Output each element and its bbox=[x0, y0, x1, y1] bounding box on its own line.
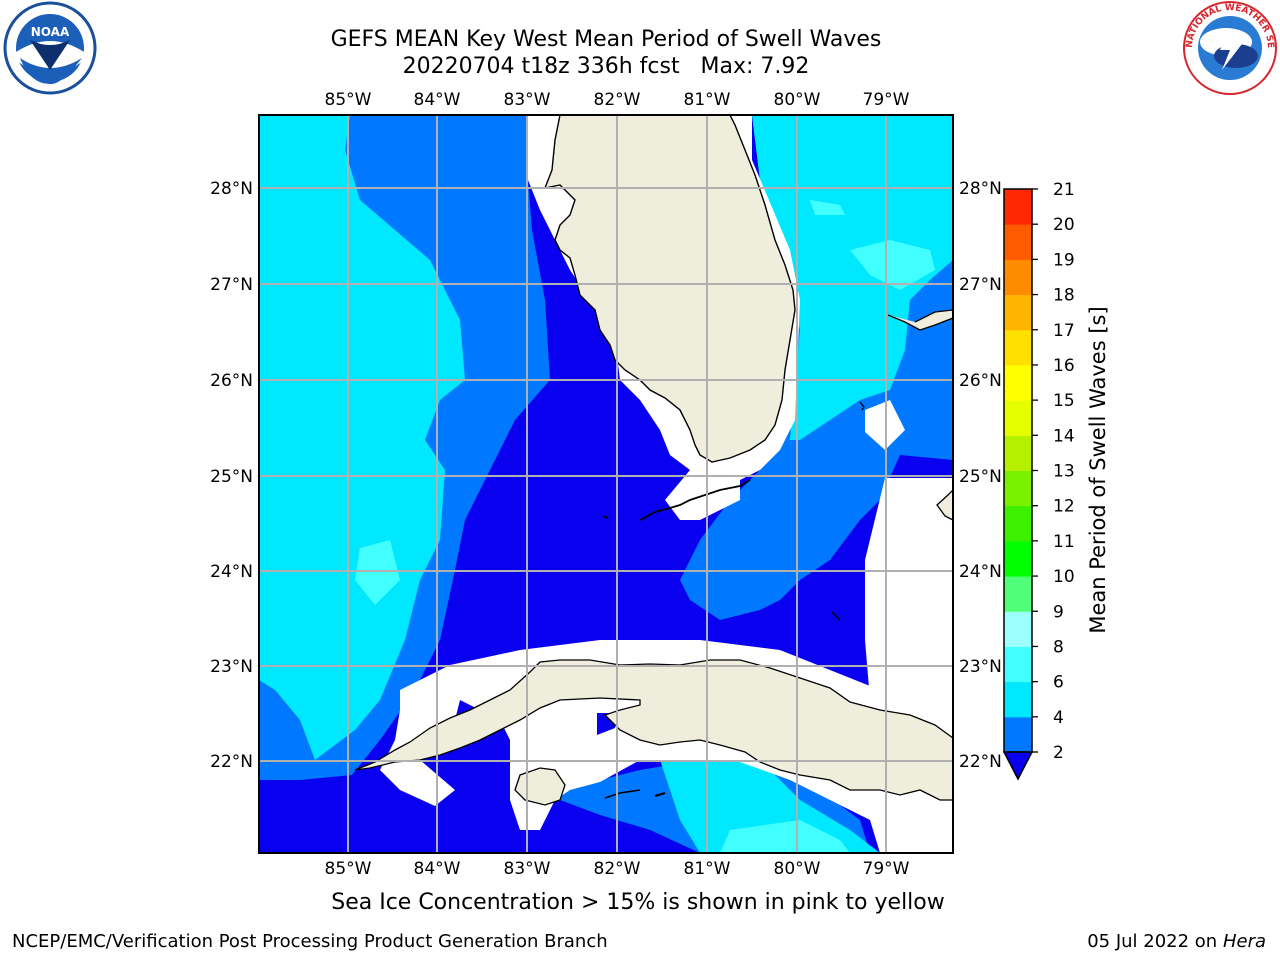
colorbar-tick-label: 4 bbox=[1053, 708, 1064, 728]
colorbar-segment bbox=[1004, 505, 1032, 542]
title-line-1: GEFS MEAN Key West Mean Period of Swell … bbox=[330, 27, 882, 52]
colorbar-tick-label: 15 bbox=[1053, 391, 1075, 411]
colorbar-segment bbox=[1004, 470, 1032, 507]
contour-band-cyan-east bbox=[752, 115, 953, 440]
colorbar-tick-label: 9 bbox=[1053, 602, 1064, 622]
footer-credit: NCEP/EMC/Verification Post Processing Pr… bbox=[12, 931, 608, 952]
map-frame bbox=[258, 114, 954, 854]
colorbar-segment bbox=[1004, 259, 1032, 296]
land-grand-bahama bbox=[887, 309, 953, 331]
colorbar-segment bbox=[1004, 294, 1032, 331]
coastline-dry-tortugas bbox=[602, 515, 609, 519]
lon-label-top: 82°W bbox=[594, 90, 641, 110]
colorbar-tick-label: 12 bbox=[1053, 497, 1075, 517]
coastline-bimini bbox=[859, 401, 865, 411]
colorbar-tick-label: 20 bbox=[1053, 215, 1075, 235]
colorbar-extend-triangle bbox=[1002, 751, 1034, 781]
colorbar-segment bbox=[1004, 681, 1032, 718]
lat-label-left: 22°N bbox=[210, 752, 253, 772]
lon-label-top: 80°W bbox=[774, 90, 821, 110]
lon-label-top: 83°W bbox=[504, 90, 551, 110]
colorbar-tick-label: 16 bbox=[1053, 356, 1075, 376]
lat-label-right: 28°N bbox=[959, 179, 1002, 199]
lon-label-top: 84°W bbox=[414, 90, 461, 110]
colorbar-tick-label: 6 bbox=[1053, 673, 1064, 693]
colorbar-segment bbox=[1004, 189, 1032, 225]
colorbar-segment bbox=[1004, 400, 1032, 436]
lon-label-bottom: 85°W bbox=[325, 859, 372, 879]
colorbar: 2 4 6 8 9 10 11 12 13 14 15 16 17 18 19 20 21 bbox=[1002, 180, 1075, 781]
noaa-logo-text: NOAA bbox=[31, 25, 70, 39]
lat-labels-left: 28°N 27°N 26°N 25°N 24°N 23°N 22°N bbox=[210, 179, 253, 772]
lon-label-top: 79°W bbox=[863, 90, 910, 110]
land-florida bbox=[543, 115, 796, 463]
footer-date-text: 05 Jul 2022 on bbox=[1087, 931, 1223, 952]
colorbar-tick-label: 17 bbox=[1053, 321, 1075, 341]
land-andros bbox=[936, 489, 953, 521]
lat-label-right: 22°N bbox=[959, 752, 1002, 772]
lat-label-left: 28°N bbox=[210, 179, 253, 199]
lon-labels-bottom: 85°W 84°W 83°W 82°W 81°W 80°W 79°W bbox=[325, 859, 910, 879]
colorbar-segment bbox=[1004, 329, 1032, 366]
contour-band-light-cyan-east bbox=[810, 200, 845, 215]
colorbar-tick-label: 21 bbox=[1053, 180, 1075, 200]
lon-label-bottom: 82°W bbox=[594, 859, 641, 879]
lat-label-right: 27°N bbox=[959, 275, 1002, 295]
contour-band-cyan-south bbox=[660, 760, 880, 853]
colorbar-label: Mean Period of Swell Waves [s] bbox=[1086, 306, 1110, 633]
lon-label-bottom: 83°W bbox=[504, 859, 551, 879]
colorbar-tick-label: 14 bbox=[1053, 426, 1075, 446]
title-line-2: 20220704 t18z 336h fcst Max: 7.92 bbox=[402, 54, 810, 79]
map-area bbox=[259, 115, 953, 853]
colorbar-segment bbox=[1004, 646, 1032, 683]
colorbar-segment bbox=[1004, 716, 1032, 753]
contour-band-light-cyan-west bbox=[355, 540, 400, 605]
colorbar-segment bbox=[1004, 611, 1032, 647]
lon-label-bottom: 84°W bbox=[414, 859, 461, 879]
lat-label-left: 24°N bbox=[210, 562, 253, 582]
sea-ice-caption: Sea Ice Concentration > 15% is shown in … bbox=[331, 890, 945, 915]
coastline-cays-south-2 bbox=[654, 792, 666, 797]
lat-label-left: 25°N bbox=[210, 467, 253, 487]
colorbar-tick-label: 18 bbox=[1053, 286, 1075, 306]
colorbar-tick-label: 11 bbox=[1053, 532, 1075, 552]
lon-label-bottom: 81°W bbox=[684, 859, 731, 879]
coastline-cay-sal bbox=[831, 611, 841, 621]
colorbar-tick-label: 13 bbox=[1053, 462, 1075, 482]
lon-label-top: 81°W bbox=[684, 90, 731, 110]
contour-band-light-cyan-south bbox=[720, 820, 850, 853]
colorbar-segment bbox=[1004, 540, 1032, 577]
colorbar-segment bbox=[1004, 224, 1032, 260]
lat-label-right: 26°N bbox=[959, 371, 1002, 391]
colorbar-tick-label: 19 bbox=[1053, 250, 1075, 270]
contour-band-cyan-west bbox=[259, 115, 465, 760]
lon-labels-top: 85°W 84°W 83°W 82°W 81°W 80°W 79°W bbox=[325, 90, 910, 110]
footer-machine: Hera bbox=[1222, 931, 1266, 952]
lat-label-right: 25°N bbox=[959, 467, 1002, 487]
colorbar-segment bbox=[1004, 364, 1032, 401]
lat-label-left: 26°N bbox=[210, 371, 253, 391]
lat-label-right: 23°N bbox=[959, 657, 1002, 677]
map-gridlines bbox=[259, 115, 953, 853]
lon-label-bottom: 80°W bbox=[774, 859, 821, 879]
lat-label-left: 23°N bbox=[210, 657, 253, 677]
colorbar-tick-label: 8 bbox=[1053, 637, 1064, 657]
contour-band-light-cyan-east-2 bbox=[850, 240, 935, 290]
colorbar-tick-label: 10 bbox=[1053, 567, 1075, 587]
coastline-florida-keys bbox=[639, 479, 751, 521]
lon-label-top: 85°W bbox=[325, 90, 372, 110]
colorbar-segment bbox=[1004, 435, 1032, 471]
noaa-logo-icon: NOAA bbox=[3, 1, 97, 95]
lat-label-right: 24°N bbox=[959, 562, 1002, 582]
colorbar-tick-label: 2 bbox=[1053, 743, 1064, 763]
footer-date: 05 Jul 2022 on Hera bbox=[1087, 931, 1266, 952]
lat-labels-right: 28°N 27°N 26°N 25°N 24°N 23°N 22°N bbox=[959, 179, 1002, 772]
coastline-cays-south bbox=[604, 789, 641, 799]
lon-label-bottom: 79°W bbox=[863, 859, 910, 879]
colorbar-segment bbox=[1004, 576, 1032, 612]
lat-label-left: 27°N bbox=[210, 275, 253, 295]
